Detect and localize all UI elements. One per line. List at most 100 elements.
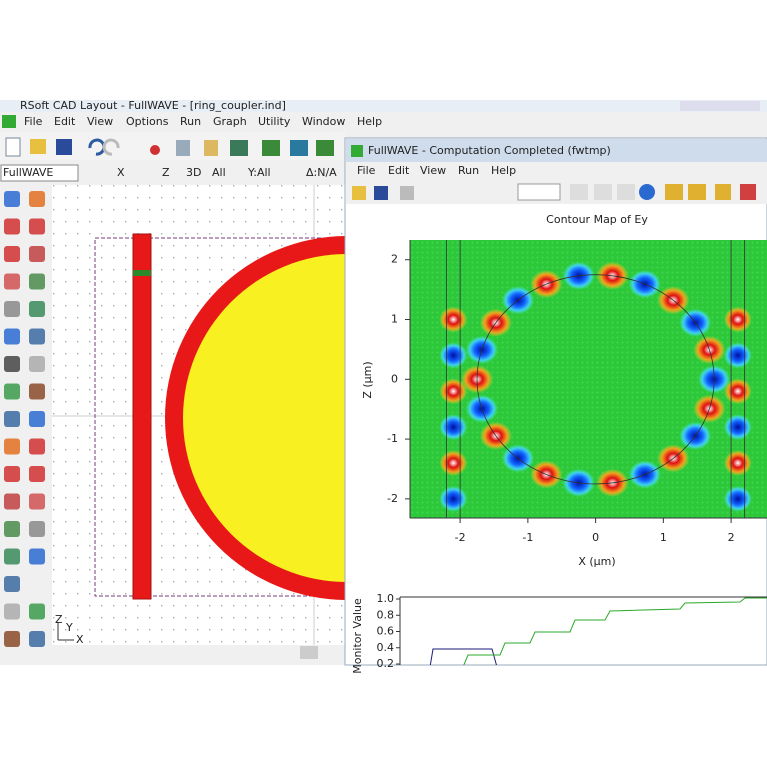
tool-icon[interactable] bbox=[29, 603, 45, 620]
axis-y: Y bbox=[65, 621, 73, 634]
tool-icon[interactable] bbox=[4, 493, 20, 510]
tool-icon[interactable] bbox=[29, 246, 45, 262]
menu-item[interactable]: View bbox=[87, 115, 113, 128]
tool-icon[interactable] bbox=[4, 521, 20, 537]
x-tick-label: 0 bbox=[592, 531, 599, 544]
menu-item[interactable]: Edit bbox=[54, 115, 76, 128]
launch-field bbox=[133, 270, 151, 276]
tool-icon[interactable] bbox=[29, 411, 45, 427]
tool-icon[interactable] bbox=[29, 273, 45, 290]
tool-icon[interactable] bbox=[29, 356, 45, 372]
view-buttons: X Z 3D All Y:All Δ:N/A bbox=[117, 166, 337, 179]
tool-icon[interactable] bbox=[29, 383, 45, 400]
field-lobe bbox=[723, 485, 752, 512]
y-axis-label: Z (μm) bbox=[361, 361, 374, 398]
menu-item[interactable]: Run bbox=[180, 115, 201, 128]
tool-icon[interactable] bbox=[4, 438, 20, 455]
view-button[interactable]: All bbox=[212, 166, 226, 179]
menu-item[interactable]: Options bbox=[126, 115, 169, 128]
y-tick-label: 0.8 bbox=[377, 608, 395, 621]
fw-title-bar bbox=[346, 139, 767, 162]
menu-item[interactable]: Utility bbox=[258, 115, 291, 128]
tool-icon[interactable] bbox=[29, 548, 45, 565]
field-lobe bbox=[723, 449, 752, 476]
tool-icon[interactable] bbox=[29, 438, 45, 455]
ring-core bbox=[183, 254, 345, 582]
field-lobe bbox=[439, 449, 468, 476]
view-button[interactable]: Y:All bbox=[247, 166, 271, 179]
y-tick-label: 0.6 bbox=[377, 625, 395, 638]
fw-toolbar bbox=[352, 183, 756, 201]
layout-drawing bbox=[52, 185, 345, 660]
menu-item[interactable]: Help bbox=[357, 115, 382, 128]
menu-item[interactable]: File bbox=[24, 115, 43, 128]
y-tick-label: 1.0 bbox=[377, 592, 395, 605]
tool-icon[interactable] bbox=[29, 466, 45, 482]
field-lobe bbox=[439, 378, 468, 405]
scrollbar[interactable] bbox=[52, 645, 345, 660]
tool-icon[interactable] bbox=[4, 548, 20, 565]
menu-item[interactable]: Window bbox=[302, 115, 345, 128]
app-icon bbox=[2, 115, 16, 128]
fw-icon bbox=[351, 145, 363, 157]
field-lobe bbox=[723, 342, 752, 369]
contour-plot: Contour Map of Ey -2 -1 0 1 2 -2 -1 0 1 2 X (μm) Z (… bbox=[361, 213, 767, 568]
tool-icon[interactable] bbox=[4, 328, 20, 345]
y-tick-label: -1 bbox=[387, 432, 398, 445]
simulator-name: FullWAVE bbox=[3, 166, 53, 179]
tool-icon[interactable] bbox=[29, 631, 45, 647]
tool-icon[interactable] bbox=[4, 631, 20, 647]
tool-icon[interactable] bbox=[29, 218, 45, 235]
title-bar bbox=[0, 100, 767, 112]
tool-icon[interactable] bbox=[4, 466, 20, 482]
y-tick-label: 0 bbox=[391, 372, 398, 385]
y-tick-label: 0.4 bbox=[377, 641, 395, 654]
toolbar-2 bbox=[0, 162, 345, 184]
tool-icon[interactable] bbox=[4, 411, 20, 427]
tool-icon[interactable] bbox=[4, 218, 20, 235]
tool-icon[interactable] bbox=[29, 301, 45, 317]
tool-icon[interactable] bbox=[4, 301, 20, 317]
tool-icon[interactable] bbox=[29, 521, 45, 537]
tool-icon[interactable] bbox=[4, 576, 20, 592]
view-button[interactable]: X bbox=[117, 166, 125, 179]
tool-icon[interactable] bbox=[4, 356, 20, 372]
axis-x: X bbox=[76, 633, 84, 646]
tool-icon[interactable] bbox=[4, 273, 20, 290]
field-lobe bbox=[723, 414, 752, 441]
fw-menu-item[interactable]: File bbox=[357, 164, 376, 177]
axis-z: Z bbox=[55, 613, 63, 626]
y-axis-label: Monitor Value bbox=[351, 598, 364, 674]
fw-menu-item[interactable]: Help bbox=[491, 164, 516, 177]
tool-icon[interactable] bbox=[4, 246, 20, 262]
tool-icon[interactable] bbox=[29, 191, 45, 207]
field-lobe bbox=[439, 342, 468, 369]
tool-icon[interactable] bbox=[4, 191, 20, 207]
fw-menu-item[interactable]: Run bbox=[458, 164, 479, 177]
bus-waveguide bbox=[132, 233, 152, 600]
scroll-thumb[interactable] bbox=[300, 646, 318, 659]
axis-glyph bbox=[57, 622, 74, 641]
plot-title: Contour Map of Ey bbox=[546, 213, 648, 226]
palette-icons bbox=[4, 191, 45, 647]
x-tick-label: -2 bbox=[455, 531, 466, 544]
x-axis-label: X (μm) bbox=[578, 555, 615, 568]
field-lobe bbox=[439, 485, 468, 512]
tool-icon[interactable] bbox=[29, 493, 45, 510]
tool-icon[interactable] bbox=[4, 383, 20, 400]
view-button[interactable]: Z bbox=[162, 166, 170, 179]
simulator-dropdown[interactable] bbox=[0, 164, 79, 182]
fw-menu-item[interactable]: View bbox=[420, 164, 446, 177]
x-tick-label: 1 bbox=[660, 531, 667, 544]
field-lobe bbox=[723, 306, 752, 333]
toolbar-icons bbox=[5, 137, 334, 157]
menu-item[interactable]: Graph bbox=[213, 115, 247, 128]
tool-icon[interactable] bbox=[29, 328, 45, 345]
view-button[interactable]: 3D bbox=[186, 166, 201, 179]
fw-menu-item[interactable]: Edit bbox=[388, 164, 410, 177]
y-tick-label: -2 bbox=[387, 492, 398, 505]
y-tick-label: 0.2 bbox=[377, 657, 395, 670]
tool-icon[interactable] bbox=[4, 603, 20, 620]
view-button[interactable]: Δ:N/A bbox=[306, 166, 337, 179]
